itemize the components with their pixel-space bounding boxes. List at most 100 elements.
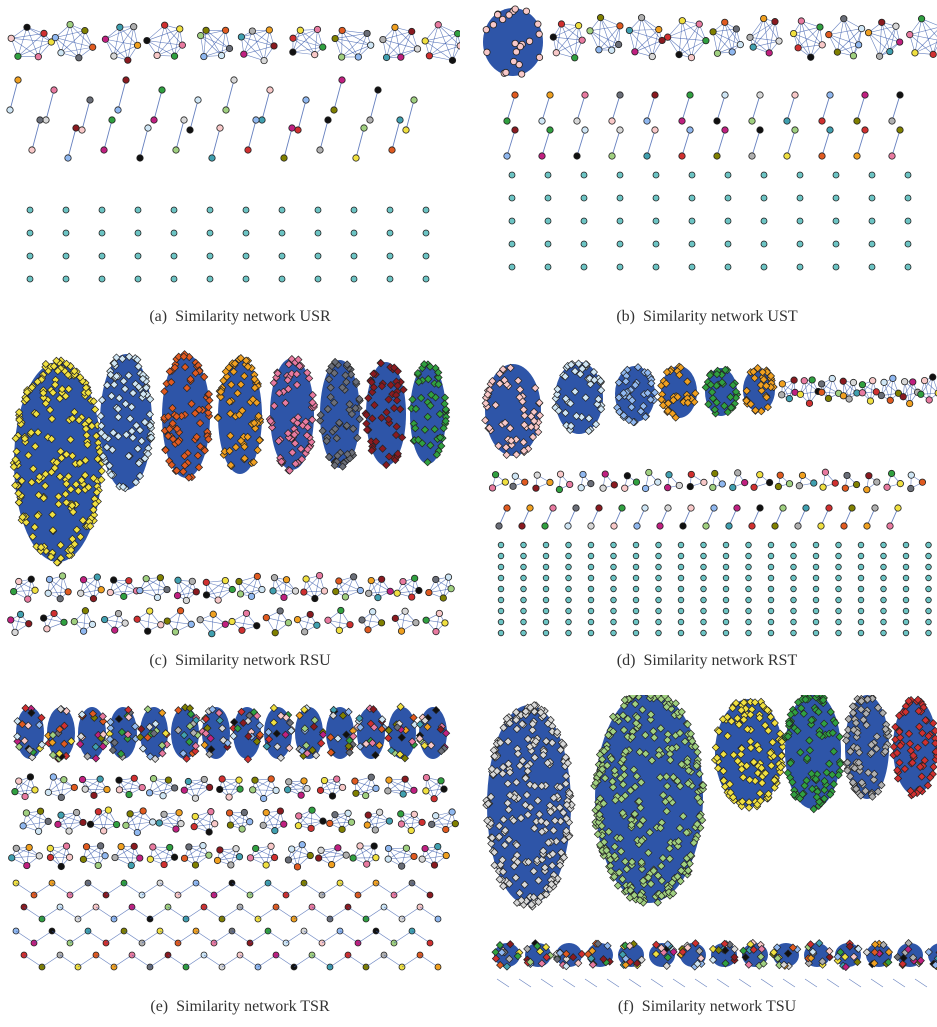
network-node [679, 153, 685, 159]
network-node [173, 147, 179, 153]
network-node [903, 630, 909, 636]
network-node [566, 542, 572, 548]
network-node [729, 49, 735, 55]
network-node [303, 576, 309, 582]
network-node [881, 575, 887, 581]
network-node [110, 577, 116, 583]
network-node [633, 542, 639, 548]
network-node [521, 553, 527, 559]
network-node [445, 574, 451, 580]
network-node [411, 853, 417, 859]
network-edge [647, 95, 655, 121]
network-node [315, 207, 321, 213]
network-node [678, 619, 684, 625]
network-node [797, 172, 803, 178]
network-node [102, 853, 108, 859]
network-node [611, 608, 617, 614]
network-edge [822, 95, 830, 121]
network-node [536, 54, 542, 60]
network-node [423, 788, 429, 794]
network-node [565, 523, 571, 529]
network-node [512, 92, 518, 98]
network-node [333, 588, 339, 594]
network-node [40, 615, 46, 621]
network-node [653, 264, 659, 270]
network-node [725, 195, 731, 201]
network-node [798, 18, 804, 24]
network-node [178, 820, 184, 826]
network-node [746, 630, 752, 636]
network-node [89, 621, 95, 627]
network-node [723, 619, 729, 625]
network-edge [519, 979, 531, 987]
network-edge [563, 979, 575, 987]
network-node [813, 564, 819, 570]
network-edge [871, 979, 883, 987]
network-node [768, 542, 774, 548]
network-node [238, 34, 244, 40]
network-edge [612, 130, 620, 156]
network-node [768, 575, 774, 581]
network-node [689, 195, 695, 201]
network-node [791, 575, 797, 581]
network-node [73, 125, 79, 131]
network-node [226, 45, 232, 51]
network-node [547, 479, 553, 485]
network-node [409, 28, 415, 34]
network-node [723, 564, 729, 570]
network-node [797, 264, 803, 270]
network-node [432, 813, 438, 819]
network-node [509, 264, 515, 270]
network-node [502, 479, 508, 485]
network-node [543, 553, 549, 559]
network-node [725, 241, 731, 247]
network-node [449, 809, 455, 815]
network-node [435, 22, 441, 28]
network-node [566, 575, 572, 581]
network-edge [713, 32, 740, 45]
network-node [749, 118, 755, 124]
network-node [836, 564, 842, 570]
network-node [832, 480, 838, 486]
network-node [858, 608, 864, 614]
network-node [15, 53, 21, 59]
network-node [283, 577, 289, 583]
network-node [820, 484, 826, 490]
network-node [51, 87, 57, 93]
network-node [652, 92, 658, 98]
network-node [772, 18, 778, 24]
network-node [63, 230, 69, 236]
network-node [678, 597, 684, 603]
network-node [271, 43, 277, 49]
network-node [918, 391, 924, 397]
network-node [678, 586, 684, 592]
network-edge [805, 979, 817, 987]
network-node [746, 553, 752, 559]
caption-f: (f) Similarity network TSU [477, 998, 937, 1016]
network-node [171, 276, 177, 282]
network-node [73, 809, 79, 815]
network-node [321, 588, 327, 594]
network-node [676, 482, 682, 488]
caption-text-e: Similarity network TSR [176, 998, 329, 1015]
network-node [494, 12, 500, 18]
network-node [679, 18, 685, 24]
network-node [633, 619, 639, 625]
network-node [895, 505, 901, 511]
network-node [689, 172, 695, 178]
network-edge [857, 130, 865, 156]
network-node [385, 788, 391, 794]
network-node [26, 621, 32, 627]
network-edge [869, 33, 880, 57]
network-node [833, 195, 839, 201]
network-node [926, 586, 932, 592]
network-node [236, 578, 242, 584]
network-node [457, 43, 460, 49]
network-node [903, 597, 909, 603]
network-node [286, 779, 292, 785]
network-node [498, 575, 504, 581]
network-node [222, 27, 228, 33]
network-node [701, 542, 707, 548]
network-node [701, 608, 707, 614]
network-node [403, 845, 409, 851]
